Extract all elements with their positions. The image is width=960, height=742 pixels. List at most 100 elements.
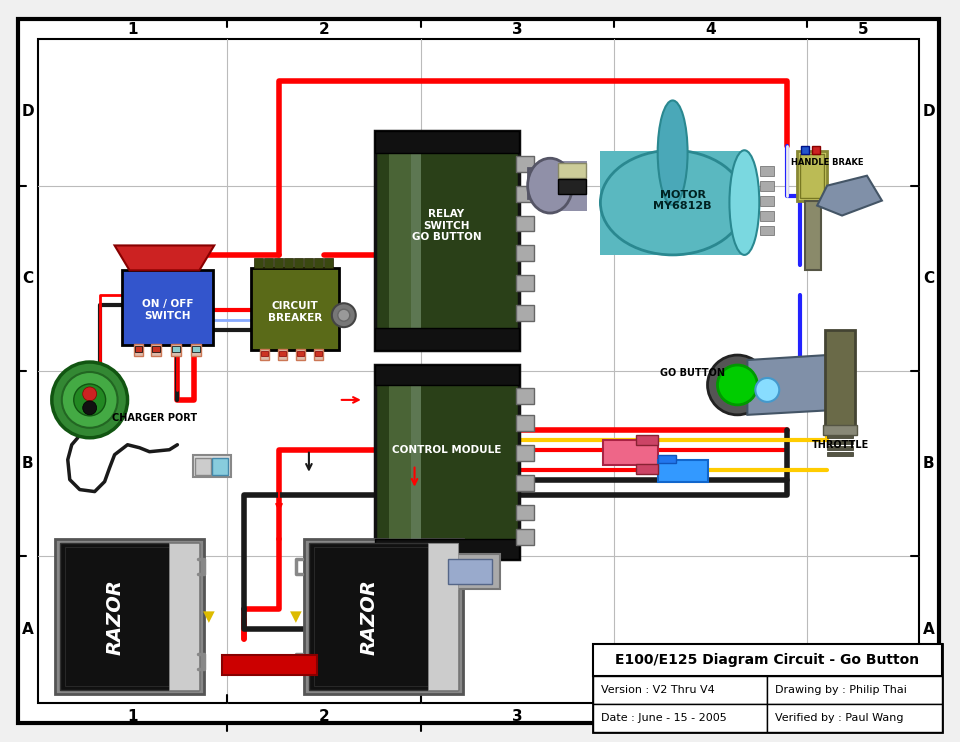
Text: RAZOR: RAZOR <box>105 580 124 655</box>
Text: HANDLE BRAKE: HANDLE BRAKE <box>791 158 863 167</box>
Bar <box>191 344 202 356</box>
Bar <box>297 351 304 356</box>
Text: C: C <box>22 271 34 286</box>
Text: Verified by : Paul Wang: Verified by : Paul Wang <box>776 713 903 723</box>
Bar <box>64 548 169 686</box>
Bar <box>274 258 283 269</box>
Bar <box>264 258 273 269</box>
Bar <box>374 131 519 350</box>
Bar <box>828 428 853 432</box>
Bar <box>516 305 534 321</box>
Bar <box>411 134 420 349</box>
Bar <box>309 543 458 690</box>
Text: Drawing by : Philip Thai: Drawing by : Philip Thai <box>776 685 907 695</box>
Bar <box>760 226 775 235</box>
Text: ▼: ▼ <box>290 610 301 625</box>
Bar <box>516 388 534 404</box>
Bar <box>212 458 228 475</box>
Circle shape <box>61 372 117 428</box>
Bar <box>658 455 676 463</box>
Bar <box>767 704 942 732</box>
Bar <box>600 151 744 255</box>
Bar <box>516 215 534 232</box>
Polygon shape <box>114 246 214 270</box>
Ellipse shape <box>730 151 759 255</box>
Polygon shape <box>817 176 882 215</box>
Bar <box>812 145 820 154</box>
Circle shape <box>83 401 97 415</box>
Bar <box>152 344 161 356</box>
Bar <box>760 165 775 176</box>
Bar <box>603 440 658 464</box>
Text: C: C <box>924 271 934 286</box>
Bar <box>134 346 142 352</box>
Bar <box>443 554 500 589</box>
Bar <box>797 151 828 200</box>
Bar <box>294 258 303 269</box>
Bar <box>428 543 458 690</box>
Text: THROTTLE: THROTTLE <box>811 440 869 450</box>
Bar <box>37 39 919 703</box>
Bar <box>636 435 658 444</box>
Bar <box>314 548 428 686</box>
Text: 3: 3 <box>512 22 522 36</box>
Circle shape <box>708 355 767 415</box>
Bar <box>805 200 821 270</box>
Text: CHARGER PORT: CHARGER PORT <box>112 413 197 423</box>
Bar <box>593 704 767 732</box>
Text: 2: 2 <box>319 709 329 724</box>
Bar <box>195 458 211 475</box>
Text: MOTOR
MY6812B: MOTOR MY6812B <box>654 190 712 211</box>
Text: D: D <box>923 105 935 119</box>
Bar <box>516 156 534 171</box>
Bar <box>252 269 339 350</box>
Bar <box>760 196 775 206</box>
Bar <box>374 539 519 559</box>
Circle shape <box>332 303 356 327</box>
Bar <box>314 258 323 269</box>
Bar <box>767 676 942 704</box>
Bar <box>516 444 534 461</box>
Bar <box>296 349 305 360</box>
Text: Version : V2 Thru V4: Version : V2 Thru V4 <box>601 685 714 695</box>
Bar <box>593 644 942 732</box>
Polygon shape <box>748 355 837 415</box>
Bar <box>153 346 160 352</box>
Bar <box>172 344 181 356</box>
Circle shape <box>52 362 128 438</box>
Bar <box>55 539 204 694</box>
Bar <box>516 186 534 202</box>
Ellipse shape <box>528 158 572 213</box>
Bar <box>828 452 853 456</box>
Bar <box>304 539 464 694</box>
Ellipse shape <box>600 151 745 255</box>
Text: 4: 4 <box>706 709 716 724</box>
Bar <box>278 349 287 360</box>
Text: RAZOR: RAZOR <box>359 580 378 655</box>
Text: ON / OFF
SWITCH: ON / OFF SWITCH <box>142 300 193 321</box>
Bar <box>60 543 200 690</box>
Bar <box>324 258 333 269</box>
Bar <box>314 349 323 360</box>
Bar <box>304 258 313 269</box>
Circle shape <box>717 365 757 405</box>
Text: 1: 1 <box>128 709 138 724</box>
Bar <box>260 349 269 360</box>
Text: ▼: ▼ <box>204 610 215 625</box>
Bar <box>516 246 534 261</box>
Bar <box>828 434 853 438</box>
Bar <box>658 460 708 482</box>
Bar <box>636 464 658 473</box>
Circle shape <box>756 378 780 402</box>
Bar <box>828 440 853 444</box>
Text: 5: 5 <box>857 22 868 36</box>
Circle shape <box>338 309 349 321</box>
Text: A: A <box>923 622 935 637</box>
Bar <box>192 346 201 352</box>
Bar <box>374 365 519 559</box>
Bar <box>760 211 775 220</box>
Bar <box>516 475 534 490</box>
Bar <box>284 258 293 269</box>
Text: RELAY
SWITCH
GO BUTTON: RELAY SWITCH GO BUTTON <box>412 209 481 242</box>
Bar <box>760 180 775 191</box>
